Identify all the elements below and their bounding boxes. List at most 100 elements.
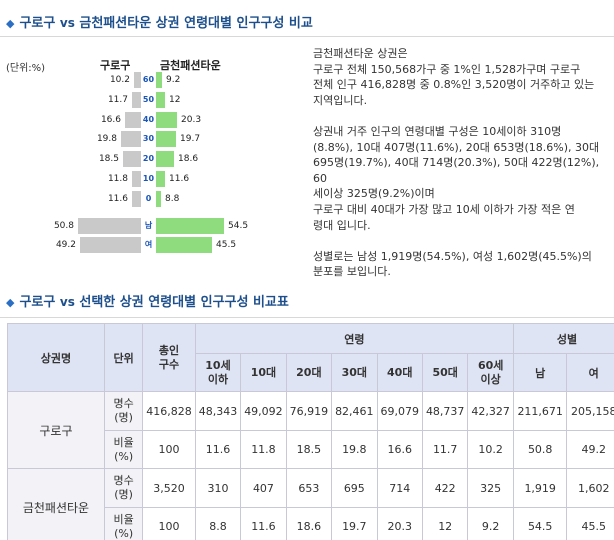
value-right: 9.2 [166, 75, 181, 85]
table-head: 상권명 단위 총인 구수 연령 성별 10세 이하 10대 20대 30대 40대 50대 6… [7, 323, 614, 392]
section-title-age-comparison: ◆ 구로구 vs 금천패션타운 상권 연령대별 인구구성 비교 [6, 12, 313, 31]
table-cell: 10.2 [467, 430, 514, 469]
title-region-b: 선택한 상권 연령대별 인구구성 비교표 [79, 295, 289, 310]
region-name: 구로구 [7, 391, 105, 469]
header-age: 20대 [285, 353, 333, 392]
table-cell: 19.7 [331, 507, 378, 540]
bar-left [80, 237, 148, 254]
category-label: 60 [141, 72, 156, 88]
pyramid-row: 11.7 12 50 [0, 91, 300, 108]
value-right: 12 [169, 94, 181, 105]
description-line: 전체 인구 416,828명 중 0.8%인 3,520명이 거주하고 있는 [313, 78, 595, 92]
value-left: 18.5 [98, 154, 119, 165]
value-left: 11.6 [107, 193, 128, 204]
population-comparison-table: 상권명 단위 총인 구수 연령 성별 10세 이하 10대 20대 30대 40대 50대 6… [7, 323, 614, 540]
table-cell: 45.5 [566, 507, 614, 540]
diamond-bullet-icon: ◆ [6, 296, 15, 309]
bar-left [78, 217, 148, 234]
unit-label: (단위:%) [6, 63, 46, 74]
population-pyramid: 10.2 9.2 60 11.7 12 50 16.6 20.3 40 19.8 19.7 30 18.… [0, 72, 300, 254]
table-cell: 205,158 [566, 391, 614, 431]
title-region-a: 구로구 [19, 16, 56, 31]
metric-count-label: 명수 (명) [103, 391, 144, 431]
table-cell: 48,737 [421, 391, 469, 431]
table-cell: 714 [376, 468, 423, 508]
value-left: 11.8 [107, 174, 128, 184]
table-cell: 54.5 [512, 507, 568, 540]
header-age: 10대 [240, 353, 287, 392]
header-sex-group: 성별 [512, 323, 614, 354]
category-label: 10 [141, 171, 156, 187]
table-cell: 48,343 [194, 391, 242, 431]
value-left: 19.8 [96, 134, 117, 145]
header-age: 50대 [421, 353, 469, 392]
value-left: 16.6 [100, 114, 121, 125]
pyramid-row: 11.6 8.8 0 [0, 190, 300, 207]
title-vs: vs [59, 295, 75, 309]
pyramid-row: 11.8 11.6 10 [0, 171, 300, 187]
table-cell: 18.6 [285, 507, 333, 540]
table-cell: 49.2 [566, 430, 614, 469]
description-line: 지역입니다. [313, 93, 368, 107]
description-line: 령대 입니다. [313, 218, 371, 232]
table-cell: 69,079 [376, 391, 423, 431]
category-label: 0 [141, 190, 156, 207]
table-cell: 3,520 [142, 468, 196, 508]
value-left: 50.8 [53, 220, 74, 231]
header-age: 60세 이상 [467, 353, 514, 392]
pyramid-row: 16.6 20.3 40 [0, 111, 300, 128]
description-line: 695명(19.7%), 40대 714명(20.3%), 50대 422명(1… [313, 156, 600, 185]
category-label: 여 [141, 237, 156, 254]
table-cell: 11.6 [240, 507, 287, 540]
header-sex: 남 [512, 353, 568, 392]
table-cell: 42,327 [467, 391, 514, 431]
category-label: 20 [141, 151, 156, 168]
table-cell: 11.6 [194, 430, 242, 469]
table-cell: 211,671 [512, 391, 568, 431]
table-row: 구로구 명수 (명) 416,828 48,343 49,092 76,919 82,461 6… [7, 391, 614, 469]
table-cell: 16.6 [376, 430, 423, 469]
value-right: 11.6 [169, 174, 190, 184]
title-region-a: 구로구 [19, 295, 56, 310]
diamond-bullet-icon: ◆ [6, 17, 15, 30]
section-title-comparison-table: ◆ 구로구 vs 선택한 상권 연령대별 인구구성 비교표 [6, 291, 289, 310]
table-cell: 20.3 [376, 507, 423, 540]
description-line: 상권내 거주 인구의 연령대별 구성은 10세이하 310명 [313, 124, 562, 138]
section-divider [0, 317, 614, 318]
table-cell: 11.8 [240, 430, 287, 469]
value-right: 8.8 [165, 193, 180, 204]
metric-count-label: 명수 (명) [103, 468, 144, 508]
value-right: 18.6 [178, 154, 199, 165]
description-line: 구로구 전체 150,568가구 중 1%인 1,528가구며 구로구 [313, 62, 581, 76]
value-right: 45.5 [216, 240, 237, 251]
pyramid-row: 19.8 19.7 30 [0, 131, 300, 148]
description-line: 금천패션타운 상권은 [313, 47, 408, 60]
region-name: 금천패션타운 [7, 468, 105, 540]
table-cell: 76,919 [285, 391, 333, 431]
header-unit: 단위 [103, 323, 144, 392]
description-line: 성별로는 남성 1,919명(54.5%), 여성 1,602명(45.5%)의 [313, 249, 592, 263]
value-right: 19.7 [180, 134, 201, 145]
category-label: 40 [141, 111, 156, 128]
table-cell: 11.7 [421, 430, 469, 469]
header-age: 30대 [331, 353, 378, 392]
pyramid-row: 49.2 45.5 여 [0, 237, 300, 254]
description-line: 분포를 보입니다. [313, 265, 391, 279]
table-cell: 49,092 [240, 391, 287, 431]
category-label: 30 [141, 131, 156, 148]
bar-right [149, 111, 177, 128]
value-right: 54.5 [228, 220, 249, 231]
table-cell: 82,461 [331, 391, 378, 431]
header-sex: 여 [566, 353, 614, 392]
value-right: 20.3 [181, 114, 202, 125]
bar-right [149, 217, 224, 234]
table-row: 금천패션타운 명수 (명) 3,520 310 407 653 695 714 422 325 1,9… [7, 468, 614, 540]
table-cell: 1,919 [512, 468, 568, 508]
table-cell: 407 [240, 468, 287, 508]
table-cell: 9.2 [467, 507, 514, 540]
header-age-group: 연령 [194, 323, 514, 354]
sub-header-row: 10세 이하 10대 20대 30대 40대 50대 60세 이상 남 여 [8, 353, 614, 392]
table-cell: 1,602 [566, 468, 614, 508]
header-area: 상권명 [7, 323, 105, 392]
value-left: 11.7 [107, 94, 128, 105]
